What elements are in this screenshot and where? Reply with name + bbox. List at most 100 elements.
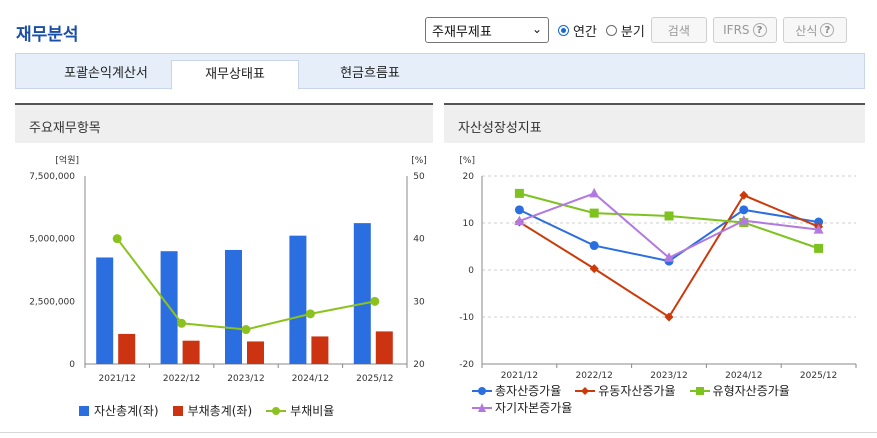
y-tick-label: 2,500,000 bbox=[29, 297, 75, 307]
data-point bbox=[664, 252, 674, 262]
bar-assets bbox=[289, 235, 307, 364]
y-tick-label: 0 bbox=[69, 360, 75, 370]
legend-item-liabilities: 부채총계(좌) bbox=[172, 402, 253, 419]
x-tick-label: 2023/12 bbox=[650, 371, 687, 381]
legend-label: 유동자산증가율 bbox=[598, 384, 676, 398]
bar-liabilities bbox=[182, 340, 200, 364]
data-point bbox=[813, 224, 824, 234]
debt-ratio-point bbox=[112, 234, 122, 244]
statement-type-select[interactable]: 주재무제표 ⌄ bbox=[425, 17, 549, 43]
legend-line-marker bbox=[575, 386, 596, 395]
y-tick-label: 10 bbox=[463, 219, 475, 229]
y-axis-unit-label: [%] bbox=[459, 156, 475, 166]
radio-quarter[interactable]: 분기 bbox=[605, 21, 645, 40]
right-panel-header: 자산성장성지표 bbox=[444, 103, 865, 143]
y2-tick-label: 30 bbox=[413, 297, 425, 307]
x-tick-label: 2024/12 bbox=[292, 374, 329, 384]
search-button[interactable]: 검색 bbox=[650, 17, 707, 43]
legend-line-marker bbox=[266, 406, 287, 415]
data-point bbox=[589, 264, 599, 274]
legend-item-tangible-assets: 유형자산증가율 bbox=[689, 382, 790, 399]
key-items-chart: [억원] [%] 7,500,000 5,000,000 2,500,000 0 50 40 3… bbox=[29, 154, 427, 384]
radio-annual[interactable]: 연간 bbox=[558, 21, 597, 40]
help-icon: ? bbox=[820, 23, 835, 37]
data-point bbox=[514, 205, 524, 215]
data-point bbox=[664, 312, 674, 322]
bottom-divider bbox=[0, 432, 877, 433]
bar-liabilities bbox=[247, 341, 264, 364]
y-tick-label: 5,000,000 bbox=[29, 235, 75, 245]
growth-chart: [%] 20 10 0 -10 -20 2021/12 2022/12 2023/12 2024/… bbox=[459, 156, 857, 381]
bar-liabilities bbox=[311, 336, 329, 364]
statement-tabs: 포괄손익계산서 재무상태표 현금흐름표 bbox=[15, 53, 865, 90]
y2-axis-unit-label: [%] bbox=[411, 156, 427, 166]
y-tick-label: 7,500,000 bbox=[29, 172, 75, 182]
x-tick-label: 2025/12 bbox=[356, 374, 393, 384]
data-point bbox=[739, 190, 749, 200]
bar-assets bbox=[225, 249, 242, 364]
y2-tick-label: 50 bbox=[413, 172, 425, 182]
legend-label: 유형자산증가율 bbox=[712, 384, 790, 398]
x-tick-label: 2023/12 bbox=[227, 374, 264, 384]
ifrs-button[interactable]: IFRS ? bbox=[712, 17, 777, 43]
debt-ratio-point bbox=[241, 325, 251, 335]
legend-item-assets: 자산총계(좌) bbox=[79, 402, 159, 419]
legend-label: 부채비율 bbox=[290, 404, 335, 418]
y2-tick-label: 20 bbox=[413, 360, 425, 370]
debt-ratio-point bbox=[370, 296, 380, 306]
legend-swatch bbox=[79, 405, 89, 416]
x-tick-label: 2022/12 bbox=[163, 374, 200, 384]
y-axis-unit-label: [억원] bbox=[55, 154, 79, 166]
x-tick-label: 2022/12 bbox=[576, 371, 613, 381]
right-panel-title: 자산성장성지표 bbox=[458, 121, 542, 136]
legend-item-current-assets: 유동자산증가율 bbox=[575, 382, 676, 399]
tab-balance-sheet[interactable]: 재무상태표 bbox=[171, 60, 299, 90]
legend-line-marker bbox=[472, 386, 492, 395]
formula-label: 산식 bbox=[795, 23, 818, 38]
data-point bbox=[738, 215, 749, 225]
data-point bbox=[589, 241, 599, 251]
bar-liabilities bbox=[375, 331, 393, 364]
x-tick-label: 2024/12 bbox=[725, 371, 762, 381]
data-point bbox=[814, 217, 824, 227]
y-tick-label: -20 bbox=[459, 360, 474, 370]
y2-tick-label: 40 bbox=[413, 235, 425, 245]
radio-annual-label: 연간 bbox=[573, 24, 597, 40]
help-icon: ? bbox=[752, 23, 767, 37]
bar-liabilities bbox=[118, 333, 136, 364]
tab-cash-flow[interactable]: 현금흐름표 bbox=[340, 66, 400, 81]
bar-assets bbox=[96, 257, 114, 364]
statement-type-value: 주재무제표 bbox=[432, 25, 492, 40]
legend-label: 총자산증가율 bbox=[495, 384, 562, 398]
legend-swatch bbox=[172, 405, 183, 416]
left-legend: 자산총계(좌) 부채총계(좌) 부채비율 bbox=[79, 402, 348, 419]
tab-income-statement[interactable]: 포괄손익계산서 bbox=[64, 66, 148, 81]
bar-assets bbox=[353, 223, 371, 364]
right-chart-panel: [%] 20 10 0 -10 -20 2021/12 2022/12 2023/12 2024/… bbox=[444, 143, 865, 432]
radio-annual-dot[interactable] bbox=[558, 24, 569, 36]
data-point bbox=[514, 215, 525, 226]
data-point bbox=[814, 243, 824, 253]
legend-label: 부채총계(좌) bbox=[187, 404, 253, 418]
legend-item-total-assets: 총자산증가율 bbox=[472, 382, 561, 399]
equity-growth-line bbox=[519, 192, 819, 259]
legend-item-debt-ratio: 부채비율 bbox=[266, 402, 334, 419]
debt-ratio-point bbox=[305, 309, 315, 319]
x-tick-label: 2021/12 bbox=[99, 374, 136, 384]
data-point bbox=[514, 188, 524, 198]
x-tick-label: 2021/12 bbox=[501, 371, 538, 381]
left-panel-header: 주요재무항목 bbox=[15, 103, 433, 143]
debt-ratio-point bbox=[177, 318, 187, 328]
y-tick-label: -10 bbox=[459, 313, 474, 323]
radio-quarter-dot[interactable] bbox=[605, 24, 617, 36]
legend-label: 자기자본증가율 bbox=[495, 401, 573, 415]
data-point bbox=[589, 208, 599, 218]
legend-line-marker bbox=[689, 386, 710, 395]
formula-button[interactable]: 산식 ? bbox=[782, 17, 847, 43]
y-tick-label: 0 bbox=[468, 266, 474, 276]
legend-label: 자산총계(좌) bbox=[94, 404, 159, 418]
left-panel-title: 주요재무항목 bbox=[29, 121, 101, 136]
radio-quarter-label: 분기 bbox=[620, 24, 645, 40]
chevron-down-icon: ⌄ bbox=[531, 22, 542, 36]
y-tick-label: 20 bbox=[463, 172, 475, 182]
